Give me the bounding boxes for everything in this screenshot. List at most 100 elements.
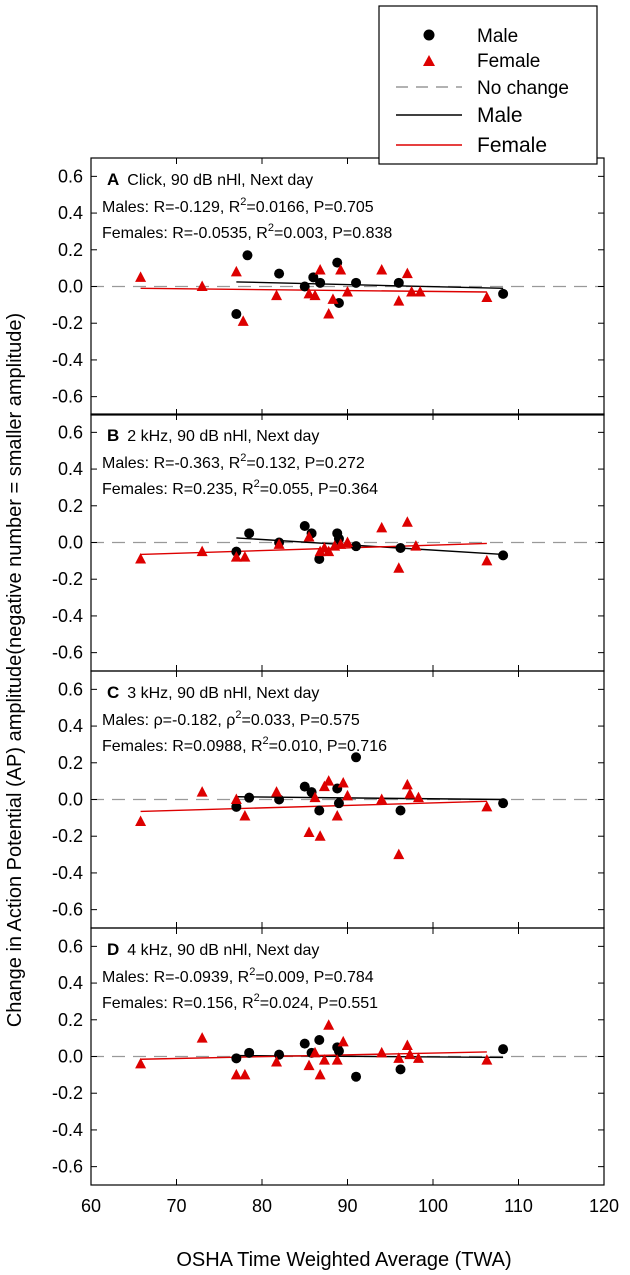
y-tick-label: 0.6 — [58, 936, 83, 956]
females-stats-superscript: 2 — [263, 735, 269, 747]
male-point — [351, 752, 362, 763]
y-axis-title: Change in Action Potential (AP) amplitud… — [4, 313, 26, 1027]
panel-heading: D 4 kHz, 90 dB nHl, Next day — [107, 940, 319, 959]
male-point — [314, 1034, 325, 1045]
female-point — [237, 315, 249, 326]
y-tick-label: -0.6 — [52, 643, 83, 663]
y-tick-label: -0.4 — [52, 350, 83, 370]
panel-letter: B — [107, 426, 119, 445]
female-point — [376, 793, 388, 804]
panel-condition: 4 kHz, 90 dB nHl, Next day — [127, 942, 319, 959]
panel-heading: B 2 kHz, 90 dB nHl, Next day — [107, 426, 319, 445]
female-point — [318, 780, 330, 792]
female-point — [337, 776, 349, 788]
y-tick-label: -0.6 — [52, 387, 83, 407]
y-tick-label: 0.4 — [58, 203, 83, 223]
y-tick-label: -0.4 — [52, 1120, 83, 1140]
y-tick-label: 0.6 — [58, 422, 83, 442]
female-point — [393, 562, 405, 573]
male-fit-line — [236, 281, 504, 290]
female-point — [323, 775, 335, 786]
panel-letter: A — [107, 170, 119, 189]
legend-male-line-label: Male — [477, 104, 523, 127]
female-fit-line — [140, 800, 487, 813]
females-stats-rest: =0.055, P=0.364 — [260, 481, 378, 498]
female-point — [309, 791, 321, 803]
male-point — [242, 250, 253, 261]
panel-letter: C — [107, 683, 119, 702]
female-point — [376, 1046, 388, 1058]
male-point — [395, 543, 406, 554]
males-stats-main: Males: R=-0.363, R — [102, 455, 240, 472]
females-stats-superscript: 2 — [254, 992, 260, 1004]
females-stats-superscript: 2 — [268, 222, 274, 234]
female-point — [135, 271, 147, 282]
female-point — [481, 800, 493, 812]
females-stats: Females: R=0.156, R2=0.024, P=0.551 — [102, 992, 378, 1012]
male-point — [333, 1045, 344, 1056]
female-point — [309, 1046, 321, 1058]
y-tick-label: -0.2 — [52, 826, 83, 846]
males-stats-superscript: 2 — [235, 709, 241, 721]
panel-a: 0.6 0.4 0.2 0.0 -0.2 -0.4 -0.6 A Click, 90 dB nH… — [52, 157, 605, 416]
female-point — [393, 848, 405, 860]
y-tick-label: 0.4 — [58, 716, 83, 736]
panel-heading: A Click, 90 dB nHl, Next day — [107, 170, 313, 189]
panel-d: 0.6 0.4 0.2 0.0 -0.2 -0.4 -0.6 D 4 kHz, 90 dB nH… — [52, 927, 605, 1186]
y-tick-label: 0.6 — [58, 166, 83, 186]
females-stats-rest: =0.003, P=0.838 — [274, 225, 392, 242]
female-point — [412, 1052, 424, 1063]
male-point — [351, 541, 362, 552]
y-tick-label: -0.2 — [52, 569, 83, 589]
females-stats-superscript: 2 — [254, 478, 260, 490]
female-point — [239, 551, 251, 562]
panel-condition: Click, 90 dB nHl, Next day — [127, 172, 313, 189]
female-point — [337, 1035, 349, 1047]
female-point — [401, 1039, 413, 1050]
female-point — [318, 1054, 330, 1065]
y-tick-label: -0.6 — [52, 1157, 83, 1177]
female-point — [481, 554, 493, 566]
female-point — [196, 545, 208, 557]
legend: Male Female No change Male Female — [378, 5, 598, 165]
female-point — [331, 810, 343, 821]
male-point — [299, 781, 310, 792]
male-point — [231, 309, 242, 320]
female-point — [239, 1068, 251, 1080]
y-tick-label: -0.2 — [52, 313, 83, 333]
male-point — [351, 1071, 362, 1082]
male-point — [393, 277, 404, 288]
males-stats-rest: =0.033, P=0.575 — [242, 712, 360, 729]
males-stats-superscript: 2 — [240, 452, 246, 464]
females-stats-main: Females: R=0.0988, R — [102, 738, 263, 755]
male-point — [308, 272, 319, 283]
male-point — [498, 288, 509, 299]
female-point — [230, 265, 242, 277]
male-point — [351, 277, 362, 288]
x-tick-label: 80 — [252, 1196, 272, 1216]
female-point — [309, 289, 321, 301]
y-tick-label: 0.2 — [58, 1010, 83, 1030]
female-fit-line — [140, 287, 487, 293]
males-stats-main: Males: R=-0.0939, R — [102, 969, 249, 986]
females-stats: Females: R=0.235, R2=0.055, P=0.364 — [102, 478, 378, 498]
female-point — [273, 538, 285, 549]
female-point — [323, 1019, 335, 1030]
panel-b: 0.6 0.4 0.2 0.0 -0.2 -0.4 -0.6 B 2 kHz, 90 dB nH… — [52, 413, 605, 672]
y-tick-label: 0.2 — [58, 240, 83, 260]
male-point — [314, 554, 325, 565]
males-stats-rest: =0.132, P=0.272 — [246, 455, 364, 472]
female-point — [401, 516, 413, 527]
female-point — [393, 295, 405, 306]
female-point — [376, 521, 388, 533]
legend-female-line-label: Female — [477, 134, 547, 157]
female-point — [335, 263, 347, 275]
female-point — [342, 536, 353, 547]
male-point — [244, 792, 255, 803]
females-stats-main: Females: R=0.156, R — [102, 995, 254, 1012]
males-stats-rest: =0.0166, P=0.705 — [246, 199, 373, 216]
legend-female-marker-label: Female — [477, 51, 540, 72]
x-tick-label: 110 — [504, 1196, 533, 1216]
panel-letter: D — [107, 940, 119, 959]
male-point — [274, 794, 285, 805]
